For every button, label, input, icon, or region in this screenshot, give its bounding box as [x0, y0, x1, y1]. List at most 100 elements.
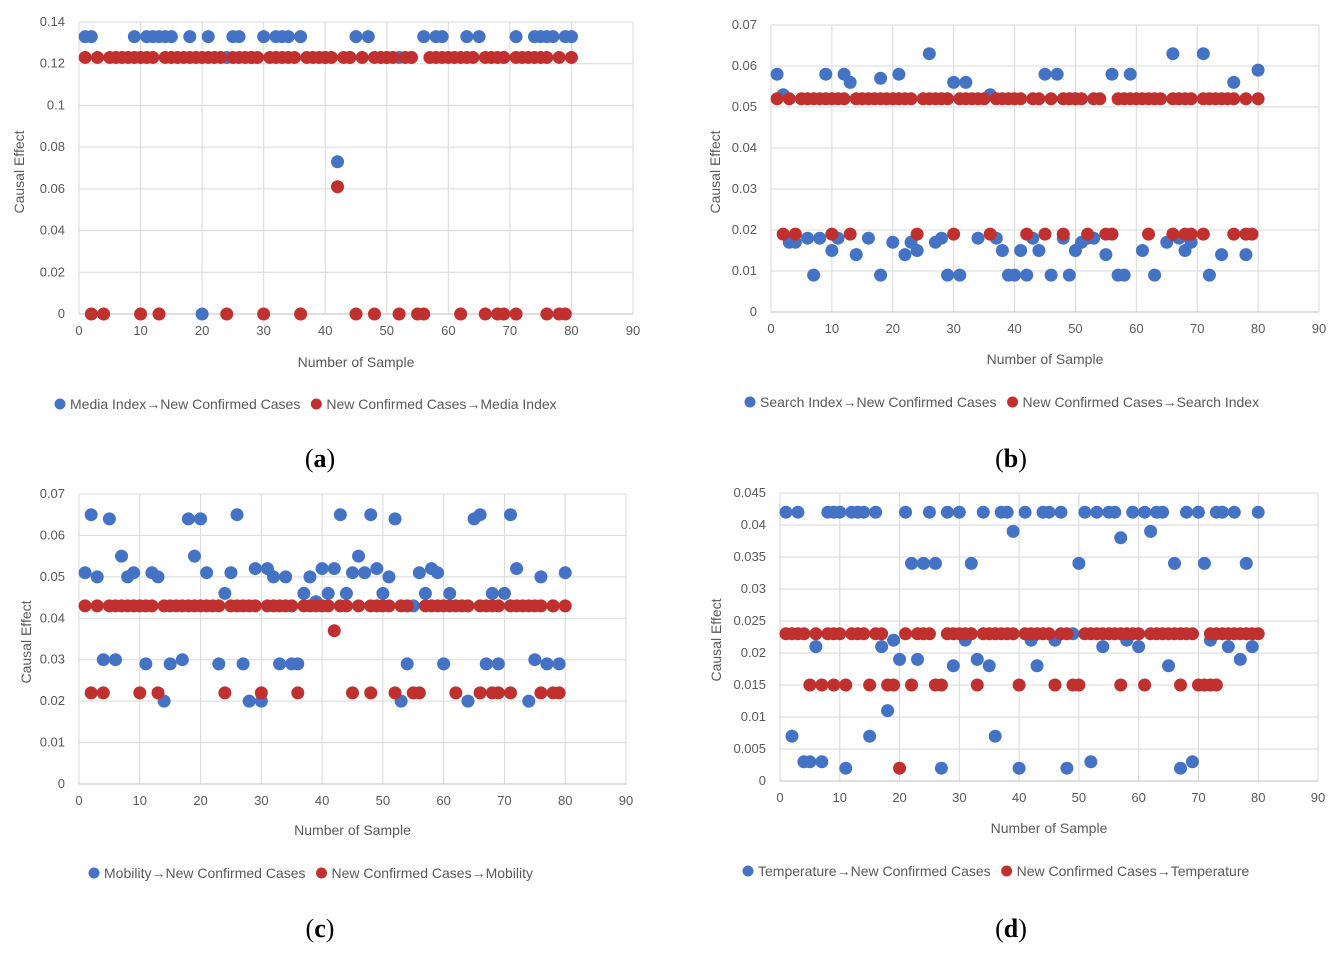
data-point	[833, 627, 847, 641]
data-point	[905, 678, 919, 692]
x-tick-label: 40	[318, 323, 332, 338]
data-point	[461, 599, 475, 613]
data-point	[1185, 627, 1199, 641]
data-point	[875, 640, 889, 654]
data-point	[849, 248, 863, 262]
data-point	[400, 657, 414, 671]
data-point	[1174, 678, 1188, 692]
x-tick-label: 30	[946, 321, 960, 336]
data-point	[1239, 248, 1253, 262]
y-tick-label: 0.05	[732, 99, 757, 114]
data-point	[1132, 640, 1146, 654]
y-tick-label: 0.07	[732, 17, 757, 32]
series-forward	[779, 505, 1265, 775]
data-point	[1227, 75, 1241, 89]
data-point	[1014, 92, 1028, 106]
data-point	[431, 566, 445, 580]
data-point	[339, 586, 353, 600]
y-tick-label: 0	[750, 304, 757, 319]
legend-entry: New Confirmed Cases→Mobility	[332, 865, 534, 881]
data-point	[801, 231, 815, 245]
data-point	[479, 657, 493, 671]
data-point	[224, 566, 238, 580]
data-point	[509, 30, 523, 44]
panel-label: (d)	[995, 914, 1027, 943]
data-point	[959, 75, 973, 89]
data-point	[982, 659, 996, 673]
data-point	[220, 307, 234, 321]
data-point	[303, 570, 317, 584]
data-point	[339, 599, 353, 613]
chart-panel-b: 0 10 20 30 40 50 60 70 80 90 0 0.01 0.02 0.03 0.04 0.05…	[707, 17, 1326, 473]
data-point	[175, 653, 189, 667]
legend: Mobility→New Confirmed Cases New Confirme…	[88, 865, 534, 881]
data-point	[976, 505, 990, 519]
data-point	[257, 30, 271, 44]
data-point	[404, 50, 418, 64]
data-point	[843, 227, 857, 241]
data-point	[460, 30, 474, 44]
legend-marker	[1007, 396, 1019, 408]
data-point	[1018, 505, 1032, 519]
y-tick-label: 0.01	[732, 263, 757, 278]
data-point	[376, 586, 390, 600]
data-point	[534, 686, 548, 700]
data-point	[115, 549, 129, 563]
data-point	[364, 686, 378, 700]
data-point	[910, 244, 924, 257]
data-point	[779, 505, 793, 519]
y-tick-label: 0.01	[40, 735, 65, 750]
data-point	[1191, 505, 1205, 519]
data-point	[1084, 755, 1098, 769]
x-tick-label: 0	[75, 793, 82, 808]
data-point	[145, 599, 159, 613]
data-point	[1215, 505, 1229, 519]
x-tick-label: 90	[626, 323, 640, 338]
data-point	[230, 508, 244, 522]
data-point	[200, 566, 214, 580]
data-point	[84, 307, 98, 321]
data-point	[886, 235, 900, 249]
data-point	[254, 686, 268, 700]
data-point	[1156, 505, 1170, 519]
data-point	[1179, 505, 1193, 519]
data-point	[181, 512, 195, 526]
data-point	[863, 729, 877, 743]
data-point	[248, 562, 262, 576]
data-point	[977, 92, 991, 106]
data-point	[1202, 268, 1216, 282]
data-point	[361, 30, 375, 44]
data-point	[1197, 556, 1211, 570]
data-point	[1251, 63, 1265, 77]
data-point	[1184, 92, 1198, 106]
y-tick-label: 0.07	[40, 486, 65, 501]
data-point	[294, 307, 308, 321]
legend-entry: New Confirmed Cases→Media Index	[326, 396, 556, 412]
x-tick-label: 70	[1191, 790, 1205, 805]
data-point	[776, 227, 790, 241]
data-point	[461, 694, 475, 708]
data-point	[1227, 92, 1241, 106]
y-tick-label: 0.04	[732, 140, 757, 155]
data-point	[874, 268, 888, 282]
data-point	[333, 508, 347, 522]
legend-marker	[88, 867, 100, 879]
legend-marker	[316, 867, 328, 879]
y-tick-label: 0	[58, 776, 65, 791]
data-point	[857, 505, 871, 519]
data-point	[1006, 524, 1020, 538]
data-point	[358, 566, 372, 580]
data-point	[84, 686, 98, 700]
data-point	[898, 248, 912, 262]
data-point	[1138, 505, 1152, 519]
y-tick-label: 0.005	[733, 741, 766, 756]
data-point	[1075, 92, 1089, 106]
data-point	[970, 652, 984, 666]
data-point	[1038, 227, 1052, 241]
data-point	[1215, 248, 1229, 262]
data-point	[843, 75, 857, 89]
data-point	[770, 92, 784, 106]
data-point	[96, 686, 110, 700]
data-point	[807, 268, 821, 282]
